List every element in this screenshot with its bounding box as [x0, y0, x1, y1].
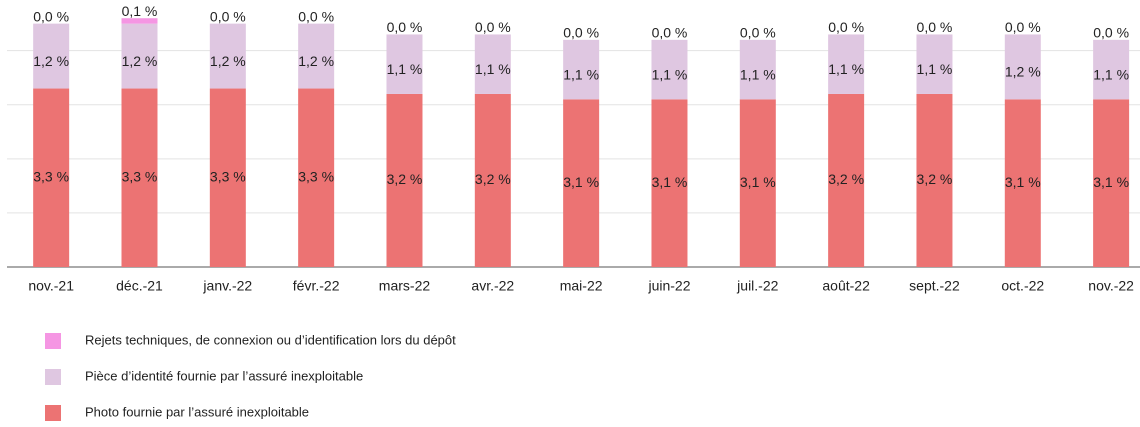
data-label: 3,1 % [563, 174, 599, 190]
bar-segment [209, 23, 246, 89]
data-label: 3,2 % [828, 171, 864, 187]
data-label: 3,1 % [652, 174, 688, 190]
bar-segment [1004, 34, 1041, 100]
data-label: 0,0 % [33, 8, 69, 24]
x-tick-label: déc.-21 [116, 278, 163, 294]
bar-segment [651, 39, 688, 100]
bar-segment [121, 18, 158, 24]
bar-segment [121, 88, 158, 267]
bar-segment [386, 34, 423, 94]
bar-segment [739, 99, 776, 267]
x-tick-label: juil.-22 [736, 278, 778, 294]
data-label: 3,2 % [387, 171, 423, 187]
bar-segment [386, 93, 423, 267]
x-tick-label: mai-22 [560, 278, 603, 294]
data-label: 3,3 % [298, 168, 334, 184]
legend-label: Pièce d’identité fournie par l’assuré in… [85, 368, 363, 383]
bar-segment [474, 93, 511, 267]
data-label: 1,2 % [210, 53, 246, 69]
x-tick-label: nov.-21 [28, 278, 74, 294]
x-tick-label: juin-22 [647, 278, 690, 294]
data-label: 0,0 % [475, 19, 511, 35]
data-label: 1,1 % [917, 61, 953, 77]
data-label: 1,1 % [828, 61, 864, 77]
bar-segment [651, 99, 688, 267]
data-label: 0,0 % [210, 8, 246, 24]
bar-segment [563, 99, 600, 267]
bar-segment [33, 88, 70, 267]
data-label: 1,1 % [1093, 66, 1129, 82]
bar-segment [563, 39, 600, 100]
bar-segment [1093, 99, 1130, 267]
data-label: 0,0 % [298, 8, 334, 24]
bar-segment [916, 34, 953, 94]
x-tick-label: janv.-22 [202, 278, 252, 294]
data-label: 3,3 % [122, 168, 158, 184]
legend-swatch [45, 405, 61, 421]
bar-segment [298, 88, 335, 267]
bar-segment [121, 23, 158, 89]
x-tick-label: sept.-22 [909, 278, 960, 294]
data-label: 3,3 % [33, 168, 69, 184]
data-label: 3,3 % [210, 168, 246, 184]
data-label: 1,1 % [475, 61, 511, 77]
x-tick-label: avr.-22 [471, 278, 514, 294]
bar-segment [209, 88, 246, 267]
legend-label: Photo fournie par l’assuré inexploitable [85, 404, 309, 419]
data-label: 3,1 % [1093, 174, 1129, 190]
data-label: 0,1 % [122, 3, 158, 19]
legend-swatch [45, 333, 61, 349]
data-label: 1,1 % [563, 66, 599, 82]
bar-segment [474, 34, 511, 94]
data-label: 0,0 % [563, 25, 599, 41]
data-label: 0,0 % [828, 19, 864, 35]
data-label: 0,0 % [917, 19, 953, 35]
x-tick-label: août-22 [822, 278, 870, 294]
bar-segment [1093, 39, 1130, 100]
data-label: 1,2 % [122, 53, 158, 69]
data-label: 3,1 % [740, 174, 776, 190]
data-label: 1,2 % [33, 53, 69, 69]
data-label: 1,2 % [1005, 64, 1041, 80]
data-label: 3,2 % [475, 171, 511, 187]
data-label: 3,1 % [1005, 174, 1041, 190]
data-label: 1,1 % [740, 66, 776, 82]
bar-segment [916, 93, 953, 267]
bar-segment [828, 34, 865, 94]
data-label: 0,0 % [387, 19, 423, 35]
bar-segment [828, 93, 865, 267]
data-label: 0,0 % [1093, 25, 1129, 41]
x-tick-label: févr.-22 [293, 278, 340, 294]
legend-swatch [45, 369, 61, 385]
x-tick-label: oct.-22 [1001, 278, 1044, 294]
data-label: 3,2 % [917, 171, 953, 187]
data-label: 1,1 % [387, 61, 423, 77]
data-label: 1,1 % [652, 66, 688, 82]
data-label: 0,0 % [1005, 19, 1041, 35]
legend-label: Rejets techniques, de connexion ou d’ide… [85, 332, 456, 347]
data-label: 1,2 % [298, 53, 334, 69]
bar-segment [739, 39, 776, 100]
bar-segment [298, 23, 335, 89]
x-tick-label: mars-22 [379, 278, 431, 294]
x-tick-label: nov.-22 [1088, 278, 1134, 294]
data-label: 0,0 % [652, 25, 688, 41]
bar-segment [33, 23, 70, 89]
data-label: 0,0 % [740, 25, 776, 41]
bar-segment [1004, 99, 1041, 267]
